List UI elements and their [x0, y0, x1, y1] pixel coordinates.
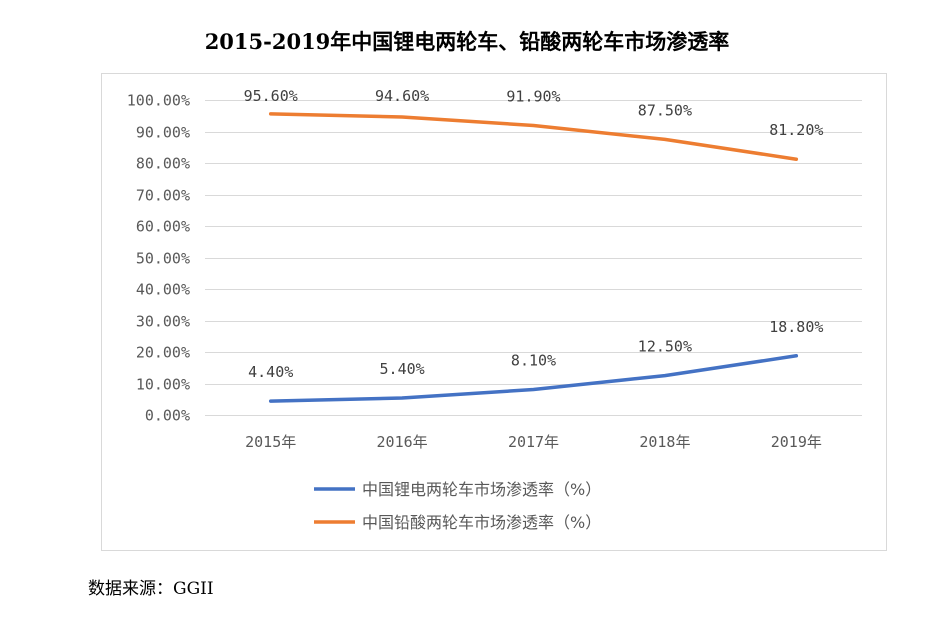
y-tick-label: 30.00% — [136, 313, 190, 331]
y-tick-label: 80.00% — [136, 155, 190, 173]
y-tick-label: 0.00% — [145, 407, 190, 425]
y-tick-label: 50.00% — [136, 250, 190, 268]
y-tick-label: 90.00% — [136, 124, 190, 142]
x-tick-label: 2017年 — [508, 433, 559, 451]
data-label: 87.50% — [638, 101, 692, 119]
y-tick-label: 60.00% — [136, 218, 190, 236]
data-label: 81.20% — [769, 121, 823, 139]
legend-label: 中国铅酸两轮车市场渗透率（%） — [362, 513, 601, 532]
data-label: 12.50% — [638, 338, 692, 356]
y-tick-label: 10.00% — [136, 376, 190, 394]
x-tick-label: 2019年 — [771, 433, 822, 451]
data-label: 91.90% — [506, 88, 560, 106]
data-label: 95.60% — [244, 87, 298, 105]
data-label: 5.40% — [380, 360, 425, 378]
x-tick-label: 2018年 — [639, 433, 690, 451]
legend-label: 中国锂电两轮车市场渗透率（%） — [362, 480, 601, 499]
data-label: 8.10% — [511, 351, 556, 369]
data-source: 数据来源：GGII — [88, 579, 214, 599]
chart-title: 2015-2019年中国锂电两轮车、铅酸两轮车市场渗透率 — [204, 29, 730, 54]
data-label: 94.60% — [375, 87, 429, 105]
chart-frame — [101, 73, 887, 551]
x-tick-label: 2015年 — [245, 433, 296, 451]
data-label: 18.80% — [769, 318, 823, 336]
x-tick-label: 2016年 — [377, 433, 428, 451]
y-tick-label: 100.00% — [127, 92, 190, 110]
y-tick-label: 40.00% — [136, 281, 190, 299]
y-tick-label: 20.00% — [136, 344, 190, 362]
y-tick-label: 70.00% — [136, 187, 190, 205]
data-label: 4.40% — [248, 363, 293, 381]
